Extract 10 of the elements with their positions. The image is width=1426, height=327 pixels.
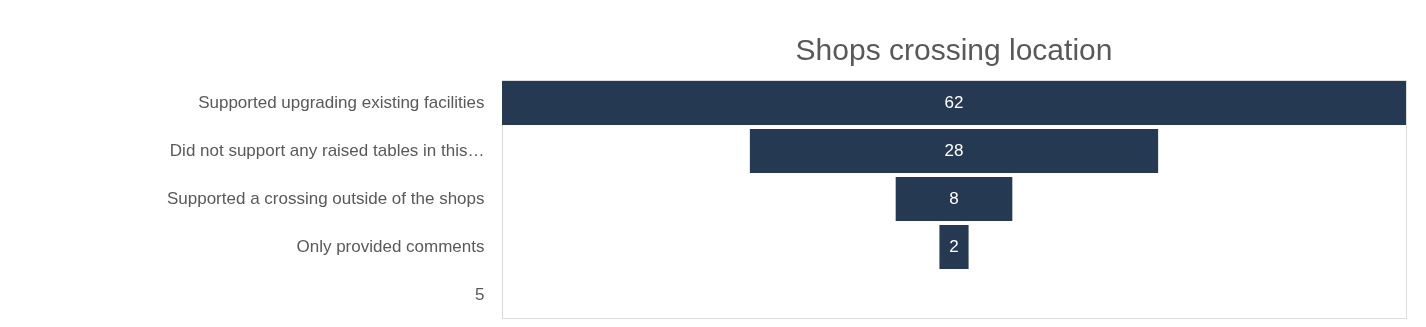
- data-label: 62: [944, 93, 964, 113]
- data-label: 2: [949, 236, 959, 256]
- category-label: Supported a crossing outside of the shops: [166, 189, 485, 208]
- text: Shops crossing location: [795, 33, 1113, 66]
- category-label: Did not support any raised tables in this…: [169, 141, 485, 161]
- category-label: Only provided comments: [296, 236, 485, 256]
- data-label: 28: [944, 141, 964, 161]
- category-label: 5: [475, 284, 485, 304]
- category-label: Supported upgrading existing facilities: [198, 93, 485, 113]
- data-label: 8: [949, 189, 959, 208]
